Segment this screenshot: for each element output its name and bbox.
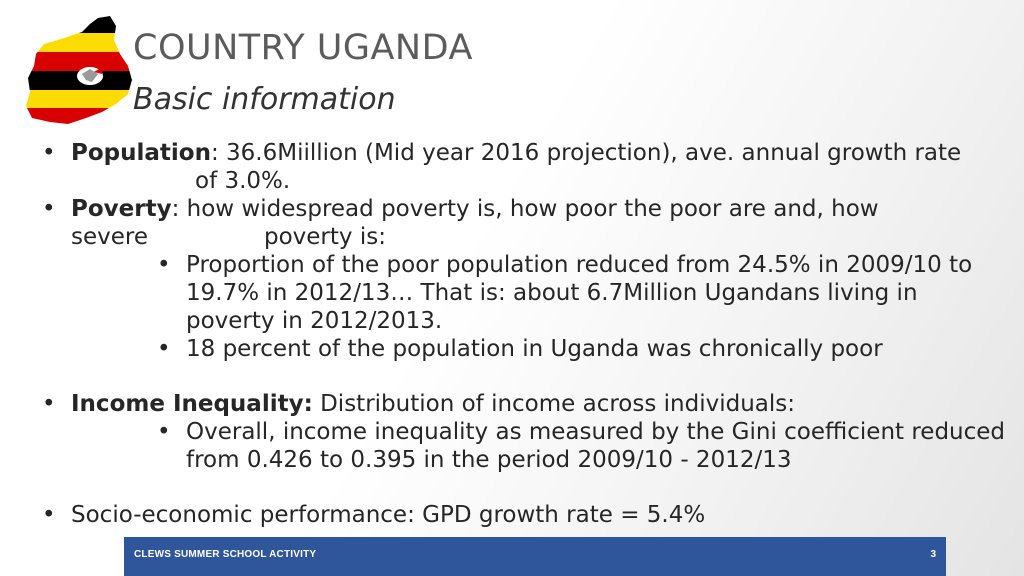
chronically-poor-text: 18 percent of the population in Uganda w… [186, 336, 883, 362]
footer-label: CLEWS SUMMER SCHOOL ACTIVITY [134, 549, 317, 560]
page-title: COUNTRY UGANDA [133, 28, 473, 68]
population-text: : 36.6Miillion (Mid year 2016 projection… [210, 140, 962, 166]
poverty-text: : how widespread poverty is, how poor th… [171, 196, 879, 222]
uganda-flag-map-icon [26, 16, 132, 124]
socio-economic-text: Socio-economic performance: GPD growth r… [71, 502, 706, 528]
bullet-population: Population: 36.6Miillion (Mid year 2016 … [42, 139, 1007, 195]
sub-bullet-gini: Overall, income inequality as measured b… [157, 418, 1007, 474]
inequality-label: Income Inequality: [71, 391, 313, 417]
sub-bullet-poor-proportion: Proportion of the poor population reduce… [157, 251, 1007, 335]
sub-bullet-chronically-poor: 18 percent of the population in Uganda w… [157, 335, 1007, 363]
poor-proportion-text: Proportion of the poor population reduce… [186, 252, 973, 334]
slide-number: 3 [930, 549, 936, 560]
inequality-text: Distribution of income across individual… [312, 391, 796, 417]
bullet-socio-economic: Socio-economic performance: GPD growth r… [42, 501, 1007, 529]
footer-bar: CLEWS SUMMER SCHOOL ACTIVITY 3 [124, 537, 946, 576]
gini-text: Overall, income inequality as measured b… [186, 419, 1006, 473]
population-text-continued: of 3.0%. [195, 168, 291, 194]
population-label: Population [71, 140, 211, 166]
bullet-poverty: Poverty: how widespread poverty is, how … [42, 195, 1007, 251]
poverty-text-continued: poverty is: [264, 224, 386, 250]
page-subtitle: Basic information [133, 82, 396, 117]
bullet-list: Population: 36.6Miillion (Mid year 2016 … [42, 139, 1007, 529]
poverty-text-severe: severe [71, 224, 148, 250]
bullet-income-inequality: Income Inequality: Distribution of incom… [42, 390, 1007, 418]
poverty-label: Poverty [71, 196, 172, 222]
